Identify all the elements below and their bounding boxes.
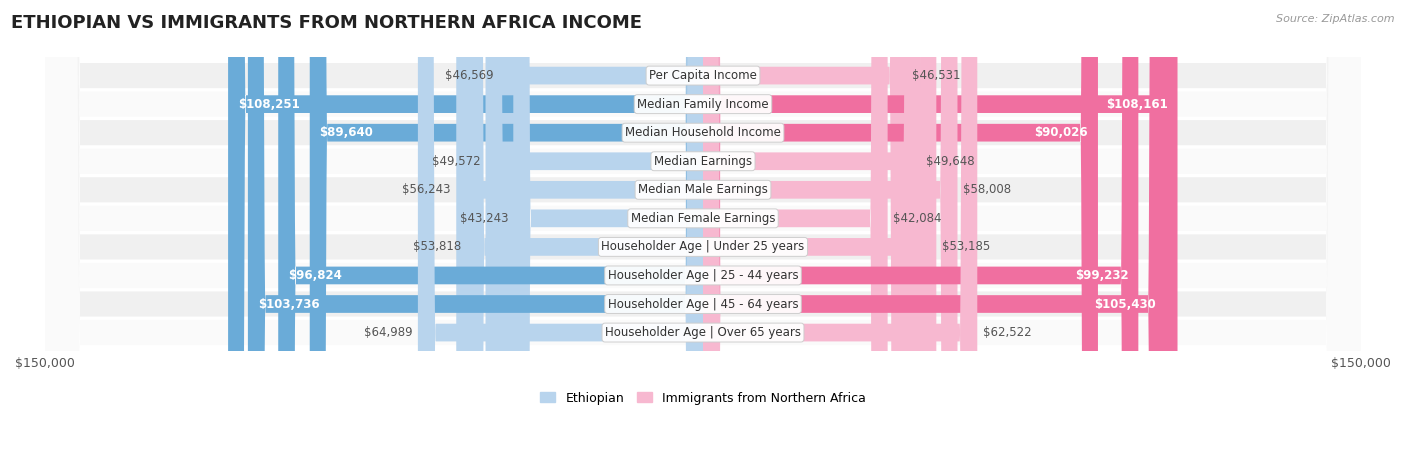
FancyBboxPatch shape <box>467 0 703 467</box>
FancyBboxPatch shape <box>309 0 703 467</box>
Text: $43,243: $43,243 <box>460 212 508 225</box>
Text: $49,648: $49,648 <box>927 155 974 168</box>
FancyBboxPatch shape <box>45 0 1361 467</box>
FancyBboxPatch shape <box>703 0 1098 467</box>
Text: $108,251: $108,251 <box>238 98 299 111</box>
Text: $103,736: $103,736 <box>257 297 319 311</box>
Text: $108,161: $108,161 <box>1107 98 1167 111</box>
FancyBboxPatch shape <box>703 0 1139 467</box>
Text: Householder Age | 45 - 64 years: Householder Age | 45 - 64 years <box>607 297 799 311</box>
FancyBboxPatch shape <box>45 0 1361 467</box>
FancyBboxPatch shape <box>418 0 703 467</box>
Text: $89,640: $89,640 <box>319 126 374 139</box>
Text: $46,569: $46,569 <box>444 69 494 82</box>
Text: $46,531: $46,531 <box>912 69 960 82</box>
Text: Source: ZipAtlas.com: Source: ZipAtlas.com <box>1277 14 1395 24</box>
FancyBboxPatch shape <box>45 0 1361 467</box>
Text: Median Male Earnings: Median Male Earnings <box>638 184 768 196</box>
Text: ETHIOPIAN VS IMMIGRANTS FROM NORTHERN AFRICA INCOME: ETHIOPIAN VS IMMIGRANTS FROM NORTHERN AF… <box>11 14 643 32</box>
FancyBboxPatch shape <box>45 0 1361 467</box>
FancyBboxPatch shape <box>703 0 907 467</box>
FancyBboxPatch shape <box>457 0 703 467</box>
Text: Median Earnings: Median Earnings <box>654 155 752 168</box>
Text: $53,818: $53,818 <box>413 241 461 254</box>
FancyBboxPatch shape <box>703 0 1177 467</box>
Text: $42,084: $42,084 <box>893 212 942 225</box>
Legend: Ethiopian, Immigrants from Northern Africa: Ethiopian, Immigrants from Northern Afri… <box>536 387 870 410</box>
Text: Householder Age | Under 25 years: Householder Age | Under 25 years <box>602 241 804 254</box>
Text: Householder Age | Over 65 years: Householder Age | Over 65 years <box>605 326 801 339</box>
Text: $53,185: $53,185 <box>942 241 990 254</box>
FancyBboxPatch shape <box>703 0 1166 467</box>
FancyBboxPatch shape <box>278 0 703 467</box>
FancyBboxPatch shape <box>228 0 703 467</box>
FancyBboxPatch shape <box>45 0 1361 467</box>
FancyBboxPatch shape <box>45 0 1361 467</box>
Text: Householder Age | 25 - 44 years: Householder Age | 25 - 44 years <box>607 269 799 282</box>
FancyBboxPatch shape <box>485 0 703 467</box>
FancyBboxPatch shape <box>703 0 921 467</box>
FancyBboxPatch shape <box>703 0 887 467</box>
FancyBboxPatch shape <box>703 0 936 467</box>
FancyBboxPatch shape <box>45 0 1361 467</box>
Text: Per Capita Income: Per Capita Income <box>650 69 756 82</box>
FancyBboxPatch shape <box>247 0 703 467</box>
Text: Median Household Income: Median Household Income <box>626 126 780 139</box>
FancyBboxPatch shape <box>45 0 1361 467</box>
Text: Median Female Earnings: Median Female Earnings <box>631 212 775 225</box>
FancyBboxPatch shape <box>499 0 703 467</box>
Text: $99,232: $99,232 <box>1074 269 1129 282</box>
Text: $64,989: $64,989 <box>364 326 412 339</box>
FancyBboxPatch shape <box>45 0 1361 467</box>
Text: $56,243: $56,243 <box>402 184 451 196</box>
Text: $49,572: $49,572 <box>432 155 481 168</box>
FancyBboxPatch shape <box>703 0 977 467</box>
FancyBboxPatch shape <box>703 0 957 467</box>
Text: $58,008: $58,008 <box>963 184 1011 196</box>
Text: $62,522: $62,522 <box>983 326 1031 339</box>
Text: $96,824: $96,824 <box>288 269 342 282</box>
FancyBboxPatch shape <box>513 0 703 467</box>
Text: $105,430: $105,430 <box>1094 297 1156 311</box>
Text: Median Family Income: Median Family Income <box>637 98 769 111</box>
FancyBboxPatch shape <box>45 0 1361 467</box>
Text: $90,026: $90,026 <box>1035 126 1088 139</box>
